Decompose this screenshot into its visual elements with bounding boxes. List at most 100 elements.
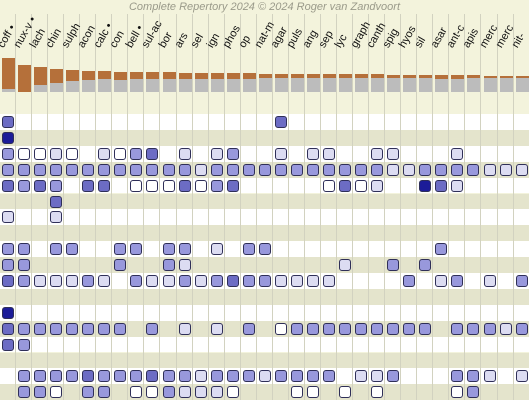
grade-cell[interactable] (259, 275, 271, 287)
remedy-score-bar[interactable] (291, 74, 304, 92)
grade-cell[interactable] (211, 148, 223, 160)
grade-cell[interactable] (18, 164, 30, 176)
grade-cell[interactable] (146, 148, 158, 160)
grade-cell[interactable] (98, 164, 110, 176)
grade-cell[interactable] (2, 164, 14, 176)
grade-cell[interactable] (34, 180, 46, 192)
remedy-score-bar[interactable] (82, 71, 95, 92)
remedy-score-bar[interactable] (66, 70, 79, 92)
grade-cell-empty[interactable] (66, 148, 78, 160)
grade-cell[interactable] (50, 323, 62, 335)
grade-cell[interactable] (355, 323, 367, 335)
grade-cell[interactable] (179, 243, 191, 255)
grade-cell[interactable] (195, 386, 207, 398)
grade-cell[interactable] (50, 211, 62, 223)
grade-cell[interactable] (275, 116, 287, 128)
grade-cell[interactable] (355, 370, 367, 382)
rubric-row[interactable] (0, 209, 529, 226)
remedy-score-bar[interactable] (179, 72, 192, 92)
grade-cell-empty[interactable] (146, 180, 158, 192)
remedy-score-bar[interactable] (467, 75, 480, 92)
grade-cell[interactable] (2, 116, 14, 128)
grade-cell[interactable] (451, 164, 463, 176)
grade-cell[interactable] (467, 164, 479, 176)
grade-cell[interactable] (66, 164, 78, 176)
grade-cell[interactable] (371, 148, 383, 160)
grade-cell[interactable] (435, 275, 447, 287)
grade-cell[interactable] (163, 259, 175, 271)
grade-cell-empty[interactable] (323, 180, 335, 192)
grade-cell[interactable] (34, 323, 46, 335)
grade-cell-empty[interactable] (18, 148, 30, 160)
grade-cell[interactable] (211, 164, 223, 176)
grade-cell[interactable] (291, 164, 303, 176)
grade-cell[interactable] (195, 275, 207, 287)
grade-cell[interactable] (307, 323, 319, 335)
grade-cell[interactable] (211, 243, 223, 255)
grade-cell[interactable] (259, 164, 271, 176)
grade-cell[interactable] (259, 370, 271, 382)
remedy-score-bar[interactable] (50, 68, 63, 92)
grade-cell[interactable] (2, 307, 14, 319)
grade-cell[interactable] (98, 148, 110, 160)
grade-cell[interactable] (484, 323, 496, 335)
grade-cell[interactable] (435, 180, 447, 192)
grade-cell[interactable] (451, 370, 463, 382)
grade-cell[interactable] (82, 386, 94, 398)
grade-cell[interactable] (387, 259, 399, 271)
remedy-score-bar[interactable] (484, 75, 497, 92)
grade-cell[interactable] (211, 180, 223, 192)
remedy-score-bar[interactable] (419, 74, 432, 92)
grade-cell[interactable] (339, 323, 351, 335)
grade-cell[interactable] (179, 164, 191, 176)
remedy-score-bar[interactable] (98, 71, 111, 92)
grade-cell[interactable] (114, 259, 126, 271)
grade-cell[interactable] (211, 275, 223, 287)
grade-cell[interactable] (18, 259, 30, 271)
grade-cell[interactable] (66, 323, 78, 335)
grade-cell[interactable] (387, 164, 399, 176)
grade-cell[interactable] (275, 164, 287, 176)
grade-cell[interactable] (98, 275, 110, 287)
grade-cell-empty[interactable] (275, 323, 287, 335)
grade-cell[interactable] (82, 323, 94, 335)
grade-cell[interactable] (146, 323, 158, 335)
grade-cell[interactable] (2, 243, 14, 255)
grade-cell[interactable] (339, 259, 351, 271)
remedy-score-bar[interactable] (114, 72, 127, 92)
grade-cell-empty[interactable] (307, 386, 319, 398)
grade-cell[interactable] (403, 323, 415, 335)
remedy-score-bar[interactable] (500, 75, 513, 92)
grade-cell[interactable] (98, 180, 110, 192)
grade-cell-empty[interactable] (355, 180, 367, 192)
grade-cell-empty[interactable] (451, 386, 463, 398)
grade-cell[interactable] (179, 370, 191, 382)
grade-cell[interactable] (275, 275, 287, 287)
remedy-score-bar[interactable] (516, 75, 529, 92)
grade-cell[interactable] (467, 370, 479, 382)
grade-cell[interactable] (227, 275, 239, 287)
grade-cell[interactable] (146, 370, 158, 382)
grade-cell[interactable] (500, 164, 512, 176)
grade-cell[interactable] (259, 243, 271, 255)
remedy-score-bar[interactable] (195, 72, 208, 92)
grade-cell-empty[interactable] (146, 386, 158, 398)
remedy-score-bar[interactable] (451, 75, 464, 92)
grade-cell[interactable] (307, 148, 319, 160)
grade-cell[interactable] (451, 180, 463, 192)
grade-cell[interactable] (98, 386, 110, 398)
grade-cell[interactable] (211, 323, 223, 335)
grade-cell[interactable] (114, 370, 126, 382)
grade-cell[interactable] (82, 275, 94, 287)
grade-cell-empty[interactable] (50, 386, 62, 398)
grade-cell[interactable] (243, 275, 255, 287)
rubric-row[interactable] (0, 114, 529, 130)
grade-cell[interactable] (130, 164, 142, 176)
grade-cell[interactable] (227, 370, 239, 382)
rubric-row[interactable] (0, 129, 529, 146)
grade-cell[interactable] (163, 386, 175, 398)
remedy-score-bar[interactable] (355, 74, 368, 92)
rubric-row[interactable] (0, 193, 529, 210)
grade-cell[interactable] (130, 370, 142, 382)
grade-cell[interactable] (323, 148, 335, 160)
